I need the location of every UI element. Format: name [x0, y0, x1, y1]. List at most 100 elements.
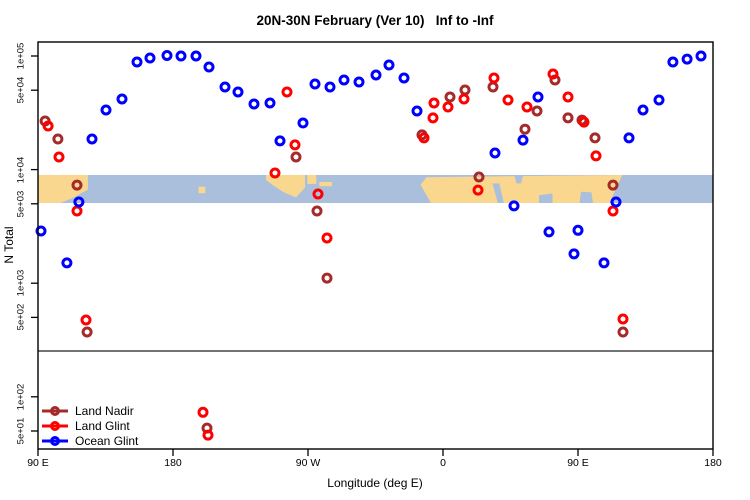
point-ocean-glint — [532, 91, 544, 103]
point-land-nadir — [321, 272, 333, 284]
point-ocean-glint — [568, 248, 580, 260]
point-land-glint — [197, 406, 209, 418]
point-land-nadir — [473, 171, 485, 183]
point-ocean-glint — [572, 224, 584, 236]
point-ocean-glint — [144, 52, 156, 64]
point-land-nadir — [311, 205, 323, 217]
y-tick-label: 5e+03 — [15, 190, 27, 218]
map-band-land — [319, 182, 332, 187]
point-land-glint — [428, 97, 440, 109]
point-land-glint — [427, 112, 439, 124]
y-tick-label: 1e+02 — [15, 383, 27, 411]
point-ocean-glint — [175, 50, 187, 62]
point-land-glint — [71, 205, 83, 217]
point-land-glint — [418, 132, 430, 144]
y-axis-title: N Total — [2, 226, 16, 264]
x-axis-title: Longitude (deg E) — [327, 476, 423, 490]
legend-label-ocean-glint: Ocean Glint — [75, 434, 139, 448]
point-ocean-glint — [353, 76, 365, 88]
x-tick-label: 90 W — [295, 457, 321, 469]
point-ocean-glint — [598, 257, 610, 269]
point-land-nadir — [589, 132, 601, 144]
point-ocean-glint — [190, 50, 202, 62]
point-land-glint — [458, 93, 470, 105]
point-land-glint — [562, 91, 574, 103]
point-ocean-glint — [653, 94, 665, 106]
x-tick-label: 90 E — [27, 457, 49, 469]
point-ocean-glint — [667, 56, 679, 68]
point-ocean-glint — [248, 98, 260, 110]
map-band-land — [420, 175, 623, 203]
point-ocean-glint — [623, 132, 635, 144]
point-land-glint — [502, 94, 514, 106]
point-ocean-glint — [398, 72, 410, 84]
point-land-nadir — [81, 326, 93, 338]
map-band-ocean-notch — [492, 183, 504, 203]
point-land-glint — [202, 429, 214, 441]
y-tick-label: 1e+05 — [15, 42, 27, 70]
point-land-glint — [488, 72, 500, 84]
point-land-nadir — [519, 123, 531, 135]
point-ocean-glint — [219, 81, 231, 93]
point-ocean-glint — [86, 133, 98, 145]
point-ocean-glint — [61, 257, 73, 269]
point-land-nadir — [290, 151, 302, 163]
point-land-glint — [281, 86, 293, 98]
point-ocean-glint — [383, 59, 395, 71]
point-land-nadir — [459, 84, 471, 96]
point-land-glint — [321, 232, 333, 244]
point-ocean-glint — [508, 200, 520, 212]
x-tick-label: 180 — [704, 457, 722, 469]
x-tick-label: 180 — [164, 457, 182, 469]
point-ocean-glint — [695, 50, 707, 62]
plot-frame — [37, 41, 714, 450]
legend-label-land-glint: Land Glint — [75, 419, 130, 433]
point-ocean-glint — [370, 69, 382, 81]
point-land-glint — [617, 313, 629, 325]
chart-title: 20N-30N February (Ver 10) Inf to -Inf — [256, 13, 494, 28]
point-ocean-glint — [324, 81, 336, 93]
point-ocean-glint — [681, 53, 693, 65]
point-ocean-glint — [232, 86, 244, 98]
point-land-nadir — [562, 112, 574, 124]
point-ocean-glint — [274, 135, 286, 147]
point-ocean-glint — [100, 104, 112, 116]
point-ocean-glint — [131, 56, 143, 68]
point-ocean-glint — [116, 93, 128, 105]
point-ocean-glint — [309, 78, 321, 90]
map-band-ocean-notch — [514, 175, 524, 184]
y-tick-label: 1e+03 — [15, 269, 27, 297]
point-land-glint — [521, 101, 533, 113]
point-ocean-glint — [338, 74, 350, 86]
point-land-nadir — [617, 326, 629, 338]
point-ocean-glint — [610, 196, 622, 208]
point-ocean-glint — [161, 50, 173, 61]
point-ocean-glint — [73, 196, 85, 208]
point-land-glint — [547, 68, 559, 80]
map-band-ocean-notch — [579, 191, 593, 203]
point-ocean-glint — [489, 147, 501, 159]
point-land-glint — [312, 188, 324, 200]
x-tick-label: 90 E — [567, 457, 589, 469]
point-ocean-glint — [543, 226, 555, 238]
y-tick-label: 1e+04 — [15, 156, 27, 183]
point-land-nadir — [71, 179, 83, 191]
point-land-glint — [269, 167, 281, 179]
point-land-glint — [578, 116, 590, 128]
map-band-land — [198, 186, 206, 194]
map-band-land — [307, 175, 317, 184]
point-land-glint — [472, 184, 484, 196]
point-ocean-glint — [297, 117, 309, 129]
point-ocean-glint — [264, 97, 276, 109]
point-land-nadir — [531, 105, 543, 117]
point-land-nadir — [444, 91, 456, 103]
point-ocean-glint — [517, 134, 529, 146]
map-band-ocean-notch — [539, 193, 553, 203]
legend-marker — [50, 421, 60, 431]
point-ocean-glint — [203, 61, 215, 73]
x-tick-label: 0 — [440, 457, 446, 469]
legend-marker — [50, 436, 60, 446]
point-land-nadir — [607, 179, 619, 191]
